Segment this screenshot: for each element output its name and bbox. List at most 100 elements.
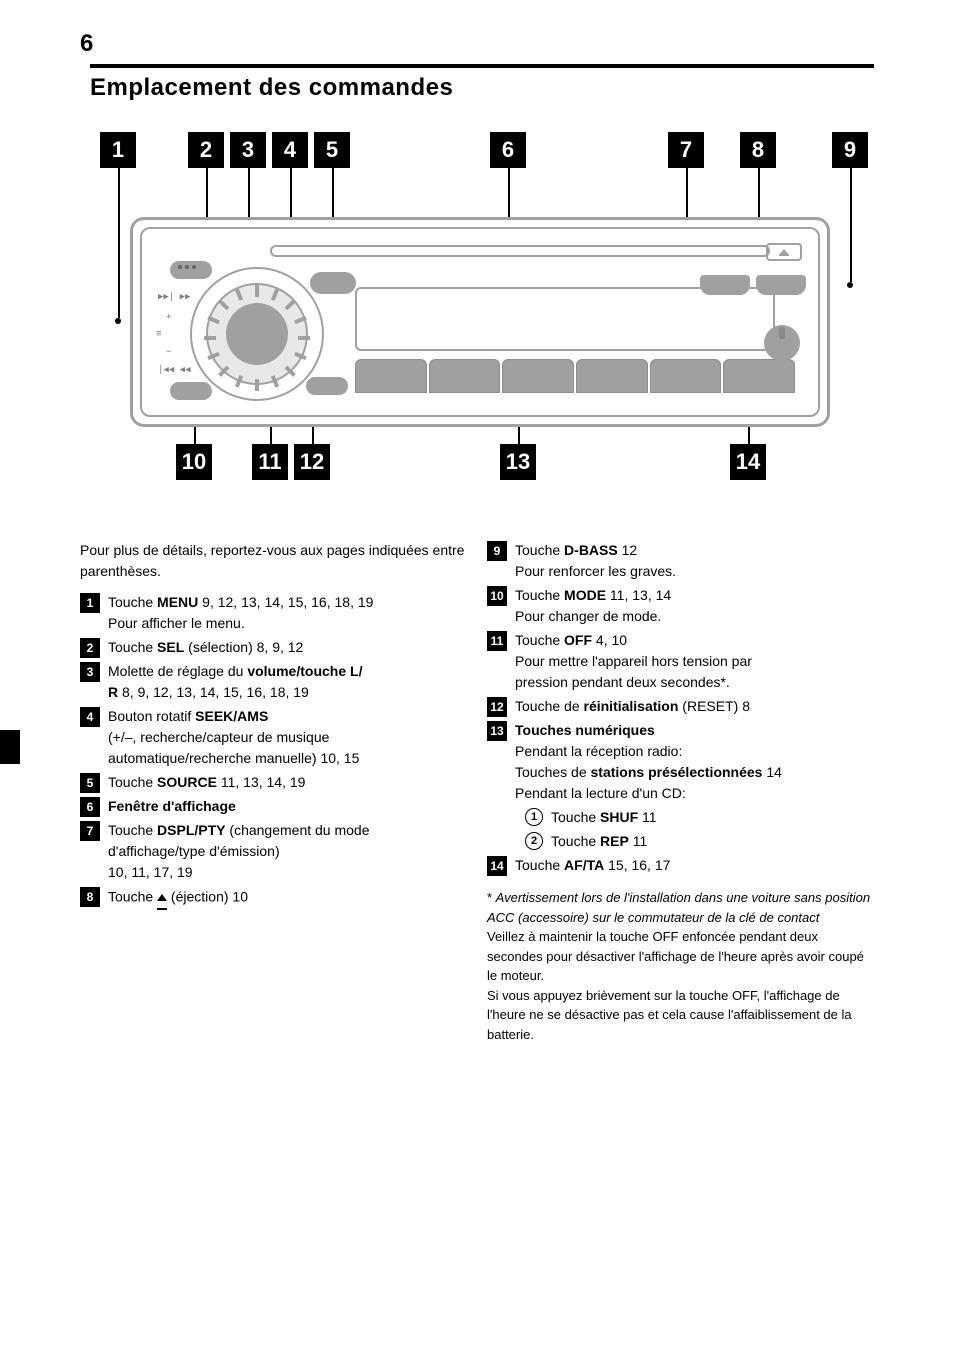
item-number-badge: 11	[487, 631, 507, 651]
callout-9: 9	[832, 132, 868, 168]
preset-button	[502, 359, 574, 393]
dial-knob	[226, 303, 288, 365]
callout-2: 2	[188, 132, 224, 168]
item-text: Fenêtre d'affichage	[108, 796, 467, 817]
list-item: 12 Touche de réinitialisation (RESET) 8	[487, 696, 874, 717]
minus-icon: −	[166, 347, 171, 357]
dial-tick	[255, 285, 259, 297]
af-ta-button-shape	[764, 325, 800, 361]
preset-button	[576, 359, 648, 393]
dial-tick	[271, 375, 279, 388]
item-number-badge: 8	[80, 887, 100, 907]
dspl-button-shape	[700, 275, 750, 295]
list-item: 13 Touches numériquesPendant la réception…	[487, 720, 874, 804]
plus-icon: +	[166, 312, 171, 322]
item-text: Touche OFF 4, 10Pour mettre l'appareil h…	[515, 630, 874, 693]
item-text: Bouton rotatif SEEK/AMS(+/–, recherche/c…	[108, 706, 467, 769]
skip-rev-icon: |◀◀ ◀◀	[158, 365, 191, 375]
rotary-dial	[190, 267, 324, 401]
callout-12: 12	[294, 444, 330, 480]
preset-button	[355, 359, 427, 393]
list-item: 2 Touche SEL (sélection) 8, 9, 12	[80, 637, 467, 658]
item-text: Touche MODE 11, 13, 14Pour changer de mo…	[515, 585, 874, 627]
item-number-badge: 4	[80, 707, 100, 727]
skip-fwd-icon: ▶▶| ▶▶	[158, 292, 191, 302]
preset-button	[429, 359, 501, 393]
callout-1: 1	[100, 132, 136, 168]
item-number-badge: 6	[80, 797, 100, 817]
dial-tick	[285, 299, 296, 310]
dial-tick	[218, 366, 229, 377]
description-columns: Pour plus de détails, reportez-vous aux …	[80, 540, 874, 1054]
item-number-badge: 10	[487, 586, 507, 606]
item-text: Touche SOURCE 11, 13, 14, 19	[108, 772, 467, 793]
sub-item-number: 1	[525, 808, 543, 826]
callout-5: 5	[314, 132, 350, 168]
intro-paragraph: Pour plus de détails, reportez-vous aux …	[80, 540, 467, 582]
item-text: Touche MENU 9, 12, 13, 14, 15, 16, 18, 1…	[108, 592, 467, 634]
menu-icon: ≡	[156, 329, 161, 339]
list-item: 14Touche AF/TA 15, 16, 17	[487, 855, 874, 876]
mode-button-shape	[170, 382, 212, 400]
list-item: 7Touche DSPL/PTY (changement du moded'af…	[80, 820, 467, 883]
callout-14: 14	[730, 444, 766, 480]
sub-item-number: 2	[525, 832, 543, 850]
callout-7: 7	[668, 132, 704, 168]
leader-line	[118, 168, 120, 318]
callout-4: 4	[272, 132, 308, 168]
dial-tick	[207, 352, 220, 360]
page-side-tab	[0, 730, 20, 764]
item-number-badge: 3	[80, 662, 100, 682]
right-column: 9Touche D-BASS 12Pour renforcer les grav…	[487, 540, 874, 1054]
preset-button	[723, 359, 795, 393]
list-item: 3Molette de réglage du volume/touche L/R…	[80, 661, 467, 703]
top-rule	[90, 64, 874, 68]
leader-dot	[847, 282, 853, 288]
page-number: 6	[80, 30, 874, 58]
item-text: Touche SEL (sélection) 8, 9, 12	[108, 637, 467, 658]
dial-tick	[271, 288, 279, 301]
sel-indicator-dots	[178, 265, 196, 269]
list-item: 8Touche (éjection) 10	[80, 886, 467, 910]
eject-button-shape	[766, 243, 802, 261]
sub-list-item: 2 Touche REP 11	[525, 831, 874, 852]
dial-tick	[255, 379, 259, 391]
sub-item-text: Touche REP 11	[551, 831, 874, 852]
callout-13: 13	[500, 444, 536, 480]
sel-button-shape	[170, 261, 212, 279]
callout-10: 10	[176, 444, 212, 480]
page-title: Emplacement des commandes	[90, 74, 874, 102]
af-notch	[779, 327, 785, 339]
preset-buttons-row	[355, 359, 795, 393]
callout-3: 3	[230, 132, 266, 168]
item-number-badge: 9	[487, 541, 507, 561]
dial-tick	[294, 352, 307, 360]
callout-6: 6	[490, 132, 526, 168]
dial-tick	[207, 316, 220, 324]
display-window	[355, 287, 775, 351]
item-text: Touche DSPL/PTY (changement du moded'aff…	[108, 820, 467, 883]
list-item: 9Touche D-BASS 12Pour renforcer les grav…	[487, 540, 874, 582]
reset-button-shape	[306, 377, 348, 395]
dial-tick	[298, 336, 310, 340]
left-column: Pour plus de détails, reportez-vous aux …	[80, 540, 467, 1054]
leader-dot	[115, 318, 121, 324]
cd-slot	[270, 245, 770, 257]
dial-tick	[218, 299, 229, 310]
list-item: 10 Touche MODE 11, 13, 14Pour changer de …	[487, 585, 874, 627]
leader-line	[850, 168, 852, 282]
item-number-badge: 12	[487, 697, 507, 717]
item-number-badge: 2	[80, 638, 100, 658]
item-number-badge: 1	[80, 593, 100, 613]
item-number-badge: 13	[487, 721, 507, 741]
dial-tick	[204, 336, 216, 340]
sub-item-text: Touche SHUF 11	[551, 807, 874, 828]
source-button-shape	[310, 272, 356, 294]
item-text: Touche de réinitialisation (RESET) 8	[515, 696, 874, 717]
eject-icon-bar	[779, 254, 789, 256]
item-text: Touches numériquesPendant la réception r…	[515, 720, 874, 804]
item-number-badge: 14	[487, 856, 507, 876]
footnote: * Avertissement lors de l'installation d…	[487, 888, 874, 1044]
callout-11: 11	[252, 444, 288, 480]
dial-tick	[294, 316, 307, 324]
